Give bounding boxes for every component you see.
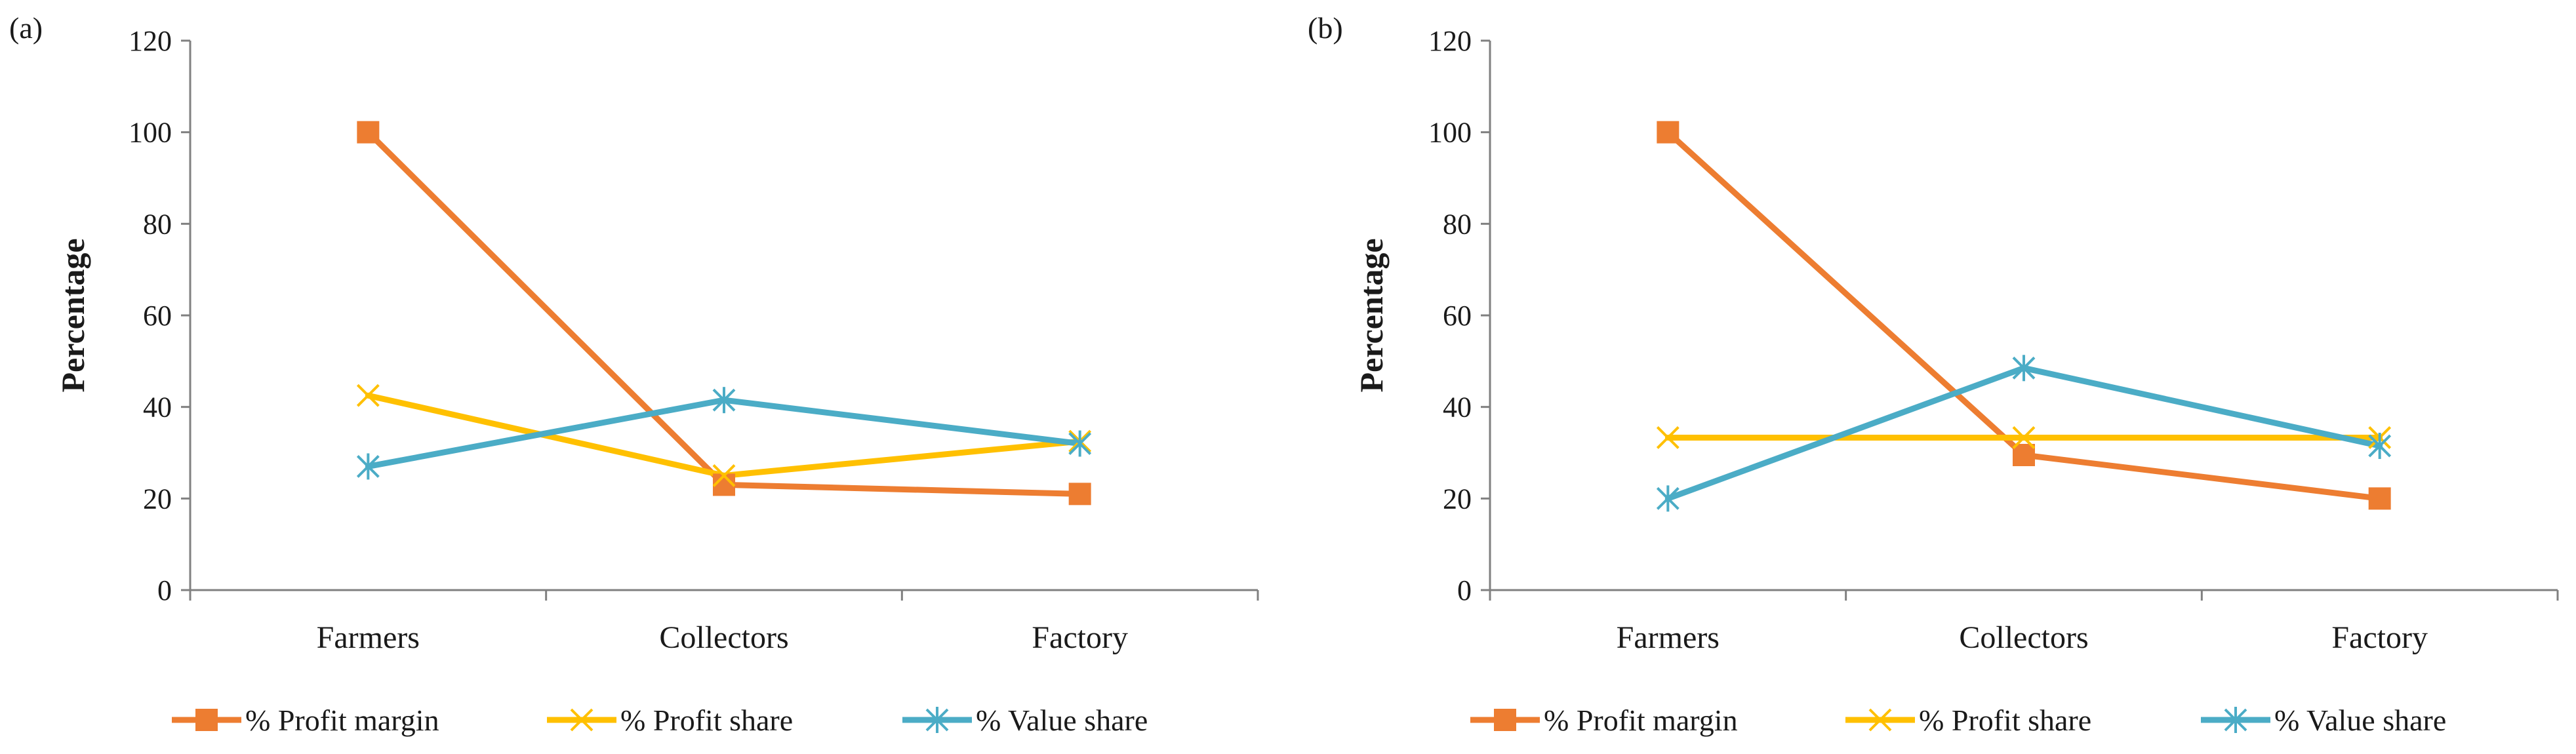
legend-marker	[1868, 708, 1892, 732]
x-tick-label: Collectors	[1959, 620, 2088, 655]
data-point	[356, 384, 380, 407]
x-tick-label: Farmers	[317, 620, 420, 655]
y-tick-label: 100	[129, 117, 172, 149]
data-point	[2012, 355, 2036, 382]
legend-entry: % Profit share	[1845, 704, 2091, 737]
data-point	[2013, 443, 2035, 466]
data-point	[1068, 483, 1091, 506]
data-point	[2012, 426, 2036, 449]
x-tick-label: Factory	[1032, 620, 1128, 655]
data-point	[712, 464, 736, 487]
y-tick-label: 40	[143, 391, 172, 424]
legend-entry: % Profit margin	[1470, 704, 1738, 737]
data-point	[356, 453, 380, 480]
chart-panel-a: (a) 0 20 40 60 80 100 120 Farmers Collectors Facto…	[9, 11, 1259, 737]
x-tick-label: Farmers	[1617, 620, 1720, 655]
legend-entry: % Profit margin	[172, 704, 439, 737]
y-tick-label: 20	[1443, 483, 1472, 515]
legend-label: % Value share	[976, 704, 1148, 737]
legend-marker	[570, 708, 594, 732]
y-tick-label: 40	[1443, 391, 1472, 424]
legend-label: % Profit share	[620, 704, 793, 737]
legend-label: % Profit margin	[1544, 704, 1738, 737]
data-point	[712, 387, 736, 414]
y-tick-label: 80	[1443, 208, 1472, 240]
x-tick-label: Factory	[2331, 620, 2428, 655]
panel-label: (b)	[1308, 11, 1343, 45]
legend-label: % Profit share	[1919, 704, 2091, 737]
y-tick-label: 60	[1443, 300, 1472, 332]
data-point	[1657, 121, 1680, 144]
y-tick-label: 80	[143, 208, 172, 240]
y-tick-label: 120	[129, 25, 172, 57]
legend-entry: % Value share	[2201, 704, 2446, 737]
legend-label: % Value share	[2274, 704, 2446, 737]
data-point	[2368, 433, 2392, 460]
legend-entry: % Value share	[902, 704, 1148, 737]
series-line-1	[365, 129, 1083, 497]
x-tick-label: Collectors	[659, 620, 788, 655]
data-point	[1656, 426, 1680, 449]
data-point	[357, 121, 380, 144]
y-tick-label: 0	[1457, 574, 1472, 606]
legend-marker	[2224, 707, 2247, 733]
legend-marker	[195, 709, 218, 731]
y-tick-label: 100	[1428, 117, 1472, 149]
panel-label: (a)	[9, 11, 43, 45]
legend-marker	[1494, 709, 1516, 731]
y-tick-label: 120	[1428, 25, 1472, 57]
y-axis-title: Percentage	[1353, 238, 1390, 392]
data-point	[1068, 430, 1092, 457]
y-tick-label: 0	[157, 574, 172, 606]
legend-marker	[925, 707, 949, 733]
series-line-1	[1664, 129, 2383, 502]
series-line-3	[1664, 365, 2383, 502]
legend-label: % Profit margin	[245, 704, 439, 737]
legend-entry: % Profit share	[547, 704, 793, 737]
y-tick-label: 20	[143, 483, 172, 515]
data-point	[1656, 485, 1680, 512]
data-point	[2368, 487, 2391, 510]
chart-panel-b: (b) 0 20 40 60 80 100 120 Farmers Collectors Facto…	[1308, 11, 2559, 737]
y-axis-title: Percentage	[54, 238, 91, 392]
y-tick-label: 60	[143, 300, 172, 332]
